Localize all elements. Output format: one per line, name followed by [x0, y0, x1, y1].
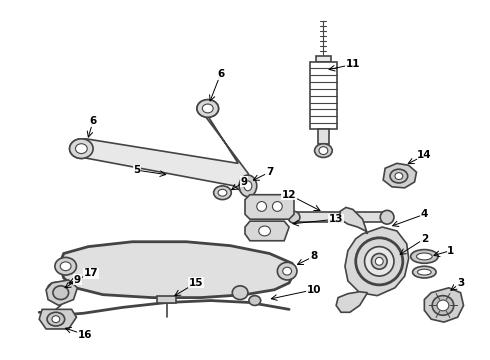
Text: 9: 9 [74, 275, 81, 285]
Polygon shape [310, 62, 337, 129]
Polygon shape [245, 195, 294, 219]
Polygon shape [61, 242, 294, 298]
Ellipse shape [70, 139, 93, 158]
Ellipse shape [277, 262, 297, 280]
Text: 1: 1 [447, 246, 454, 256]
Ellipse shape [52, 316, 60, 323]
Ellipse shape [70, 139, 93, 158]
Polygon shape [383, 163, 416, 188]
Ellipse shape [51, 286, 60, 293]
Text: 10: 10 [306, 285, 321, 295]
Polygon shape [294, 212, 387, 222]
Ellipse shape [371, 253, 387, 269]
Ellipse shape [288, 211, 300, 223]
Ellipse shape [47, 282, 65, 297]
Polygon shape [46, 280, 77, 305]
Ellipse shape [257, 202, 267, 211]
Ellipse shape [259, 226, 270, 236]
Text: 15: 15 [189, 278, 203, 288]
Ellipse shape [411, 249, 438, 263]
Ellipse shape [390, 169, 408, 183]
Polygon shape [318, 129, 329, 144]
Ellipse shape [218, 189, 227, 196]
Text: 6: 6 [217, 69, 224, 79]
Polygon shape [157, 296, 176, 302]
Ellipse shape [244, 181, 252, 191]
Polygon shape [245, 221, 289, 241]
Text: 17: 17 [84, 268, 98, 278]
Ellipse shape [214, 186, 231, 199]
Text: 3: 3 [457, 278, 464, 288]
Text: 12: 12 [282, 190, 296, 200]
Polygon shape [336, 292, 368, 312]
Ellipse shape [380, 210, 394, 224]
Polygon shape [74, 104, 254, 194]
Ellipse shape [417, 269, 431, 275]
Ellipse shape [75, 144, 87, 153]
Ellipse shape [249, 296, 261, 305]
Text: 6: 6 [90, 116, 97, 126]
Ellipse shape [319, 147, 328, 154]
Text: 4: 4 [420, 209, 428, 219]
Ellipse shape [375, 257, 383, 265]
Ellipse shape [315, 144, 332, 157]
Ellipse shape [239, 175, 257, 197]
Text: 16: 16 [78, 330, 93, 340]
Polygon shape [316, 55, 331, 62]
Polygon shape [424, 288, 464, 322]
Ellipse shape [356, 238, 403, 285]
Ellipse shape [202, 104, 213, 113]
Ellipse shape [75, 144, 87, 153]
Ellipse shape [395, 173, 403, 180]
Text: 8: 8 [310, 251, 317, 261]
Polygon shape [340, 207, 368, 234]
Ellipse shape [60, 262, 71, 271]
Ellipse shape [197, 100, 219, 117]
Ellipse shape [55, 257, 76, 275]
Text: 11: 11 [345, 59, 360, 69]
Ellipse shape [365, 247, 394, 276]
Text: 2: 2 [421, 234, 428, 244]
Ellipse shape [416, 253, 432, 260]
Text: 14: 14 [417, 150, 432, 161]
Text: 13: 13 [329, 214, 343, 224]
Ellipse shape [413, 266, 436, 278]
Ellipse shape [53, 286, 69, 300]
Text: 5: 5 [134, 165, 141, 175]
Text: 9: 9 [241, 177, 247, 187]
Polygon shape [345, 227, 409, 296]
Ellipse shape [283, 267, 292, 275]
Ellipse shape [432, 296, 454, 315]
Polygon shape [39, 309, 76, 329]
Ellipse shape [272, 202, 282, 211]
Ellipse shape [437, 300, 449, 311]
Ellipse shape [202, 104, 213, 113]
Text: 7: 7 [266, 167, 273, 177]
Ellipse shape [197, 100, 219, 117]
Ellipse shape [232, 286, 248, 300]
Ellipse shape [47, 312, 65, 326]
